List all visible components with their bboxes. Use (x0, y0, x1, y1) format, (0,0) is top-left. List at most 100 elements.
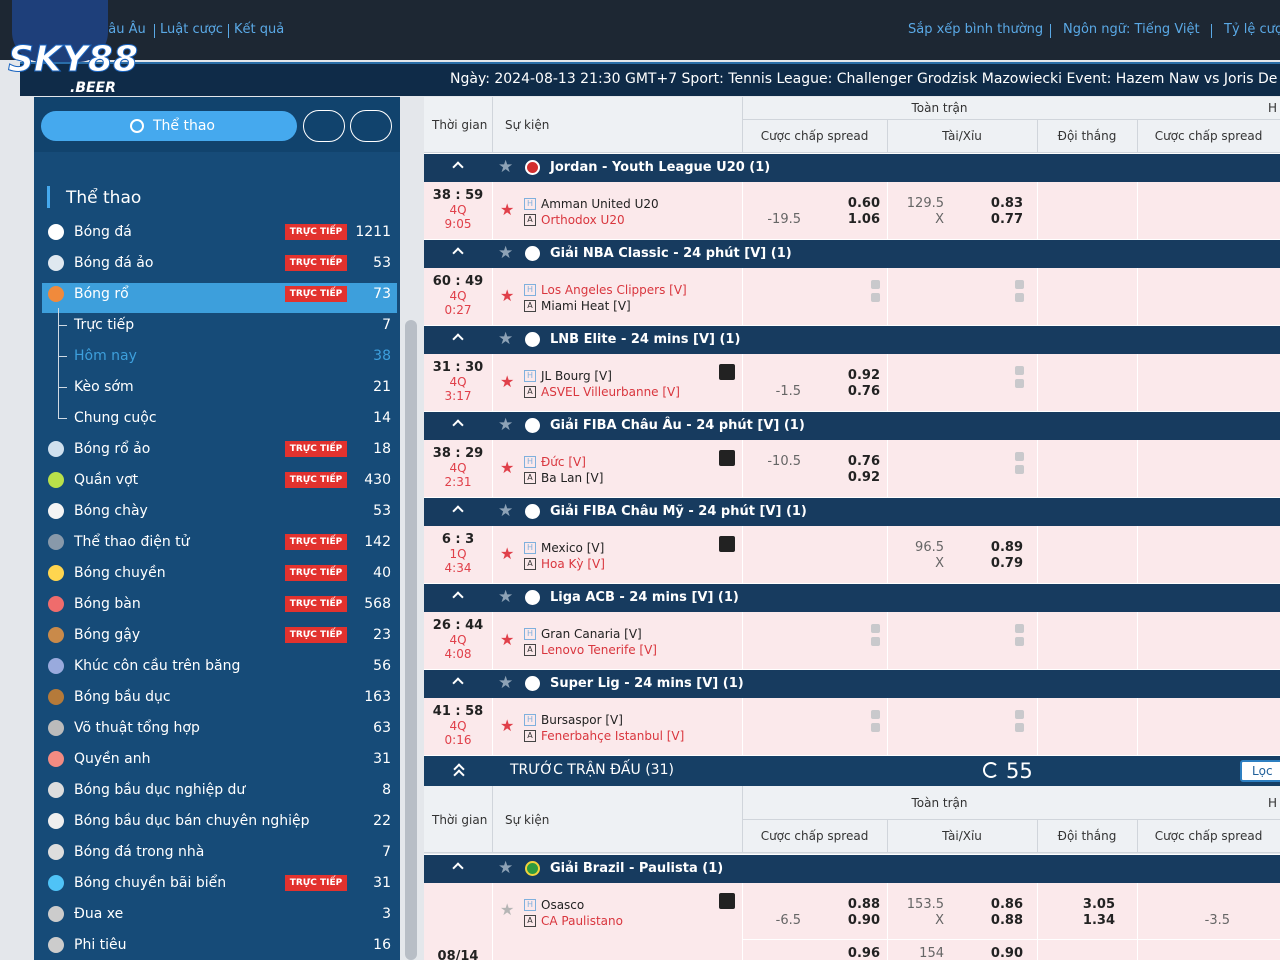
ou-mark: X (935, 556, 944, 571)
sport-name[interactable]: Trực tiếp (74, 317, 135, 333)
favorite-star: ★ (498, 243, 514, 263)
video-icon[interactable] (719, 364, 735, 380)
icon-button[interactable] (303, 110, 345, 142)
sports-button[interactable] (41, 111, 297, 141)
sport-name[interactable]: Bóng rổ ảo (74, 441, 151, 457)
sport-name[interactable]: Bóng bầu dục (74, 689, 171, 705)
sport-name[interactable]: Bóng đá (74, 224, 132, 240)
nav-link[interactable]: Kết quả (234, 22, 285, 37)
sport-icon (48, 689, 64, 705)
team-tag: A (524, 730, 536, 742)
icon-button[interactable] (350, 110, 392, 142)
sport-name[interactable]: Khúc côn cầu trên băng (74, 658, 241, 674)
sport-name[interactable]: Bóng bầu dục bán chuyên nghiệp (74, 813, 310, 829)
team-name[interactable]: CA Paulistano (541, 914, 623, 928)
team-tag: H (524, 899, 536, 911)
sport-name[interactable]: Bóng chày (74, 503, 148, 519)
team-name[interactable]: Los Angeles Clippers [V] (541, 283, 687, 297)
header-full: Toàn trận (911, 101, 968, 115)
nav-right-link[interactable]: Sắp xếp bình thường (908, 22, 1044, 37)
refresh-count: 55 (1006, 759, 1033, 783)
sport-name[interactable]: Bóng gậy (74, 627, 141, 643)
sport-name[interactable]: Chung cuộc (74, 410, 157, 426)
lock-icon (1015, 723, 1024, 732)
tree-line (58, 339, 59, 370)
sport-name[interactable]: Thể thao điện tử (74, 534, 190, 550)
team-name[interactable]: Gran Canaria [V] (541, 627, 642, 641)
favorite-star: ★ (500, 630, 515, 649)
sport-name[interactable]: Bóng đá trong nhà (74, 844, 205, 860)
sport-name[interactable]: Đua xe (74, 906, 124, 922)
sport-name[interactable]: Võ thuật tổng hợp (74, 720, 200, 736)
sport-name[interactable]: Bóng bàn (74, 596, 141, 612)
favorite-star: ★ (500, 286, 515, 305)
team-name[interactable]: Orthodox U20 (541, 213, 625, 227)
sport-icon (48, 875, 64, 891)
team-name[interactable]: Bursaspor [V] (541, 713, 623, 727)
team-tag: H (524, 370, 536, 382)
header-hdp: Cược chấp spread (760, 829, 869, 843)
sport-count: 18 (373, 441, 391, 457)
team-name[interactable]: JL Bourg [V] (541, 369, 612, 383)
sport-count: 16 (373, 937, 391, 953)
league-row (424, 239, 1280, 268)
team-tag: A (524, 300, 536, 312)
sport-name[interactable]: Phi tiêu (74, 937, 127, 953)
cell-divider (887, 883, 888, 960)
cell-divider (492, 526, 493, 583)
sport-icon (48, 906, 64, 922)
cell-divider (1137, 698, 1138, 755)
team-name[interactable]: Ba Lan [V] (541, 471, 604, 485)
cell-divider (492, 698, 493, 755)
header-half: H (1268, 795, 1278, 810)
team-tag: A (524, 386, 536, 398)
cell-divider (1137, 440, 1138, 497)
sport-name[interactable]: Kèo sớm (74, 379, 134, 395)
team-name[interactable]: Lenovo Tenerife [V] (541, 643, 657, 657)
hdp-odds: 0.96 (847, 946, 880, 960)
cell-divider (742, 354, 743, 411)
nav-right-link[interactable]: Ngôn ngữ: Tiếng Việt (1063, 22, 1200, 37)
team-name[interactable]: Fenerbahçe Istanbul [V] (541, 729, 685, 743)
video-icon[interactable] (719, 450, 735, 466)
team-name[interactable]: Đức [V] (541, 455, 586, 469)
sport-name[interactable]: Bóng chuyền (74, 565, 166, 581)
team-name[interactable]: Mexico [V] (541, 541, 605, 555)
score: 38 : 29 (432, 446, 484, 461)
sport-name[interactable]: Bóng bầu dục nghiệp dư (74, 782, 246, 798)
sport-name[interactable]: Quyền anh (74, 751, 151, 767)
sport-name[interactable]: Bóng đá ảo (74, 255, 154, 271)
sport-count: 40 (373, 565, 391, 581)
team-name[interactable]: Hoa Kỳ [V] (541, 557, 605, 571)
favorite-star: ★ (498, 673, 514, 693)
sport-name[interactable]: Hôm nay (74, 348, 137, 364)
sport-icon (48, 565, 64, 581)
team-name[interactable]: Amman United U20 (541, 197, 659, 211)
refresh-icon[interactable] (983, 762, 999, 778)
sport-name[interactable]: Bóng rổ (74, 286, 129, 302)
header-full: Toàn trận (911, 795, 968, 810)
sport-count: 21 (373, 379, 391, 395)
sport-name[interactable]: Bóng chuyền bãi biển (74, 875, 227, 891)
nav-right-link[interactable]: Tỷ lệ cược (1224, 22, 1280, 37)
clock: 4:34 (444, 561, 472, 575)
nav-link[interactable]: Luật cược (160, 22, 223, 37)
team-name[interactable]: Osasco (541, 898, 585, 912)
team-name[interactable]: ASVEL Villeurbanne [V] (541, 385, 680, 399)
hdp-line: -10.5 (767, 454, 801, 469)
hdp-odds: 0.76 (847, 384, 880, 399)
logo-text: SKY88 (8, 39, 139, 80)
lock-icon (1015, 624, 1024, 633)
period: 4Q (449, 633, 467, 647)
stats-icon[interactable] (719, 893, 735, 909)
header-ou: Tài/Xỉu (942, 129, 982, 143)
nav-link[interactable]: hâu Âu (100, 22, 146, 37)
sport-name[interactable]: Quần vợt (74, 472, 139, 488)
sport-count: 23 (373, 627, 391, 643)
video-icon[interactable] (719, 536, 735, 552)
team-name[interactable]: Miami Heat [V] (541, 299, 631, 313)
filter-button[interactable]: Lọc (1240, 760, 1280, 782)
scrollbar (405, 320, 417, 960)
period: 4Q (449, 375, 467, 389)
